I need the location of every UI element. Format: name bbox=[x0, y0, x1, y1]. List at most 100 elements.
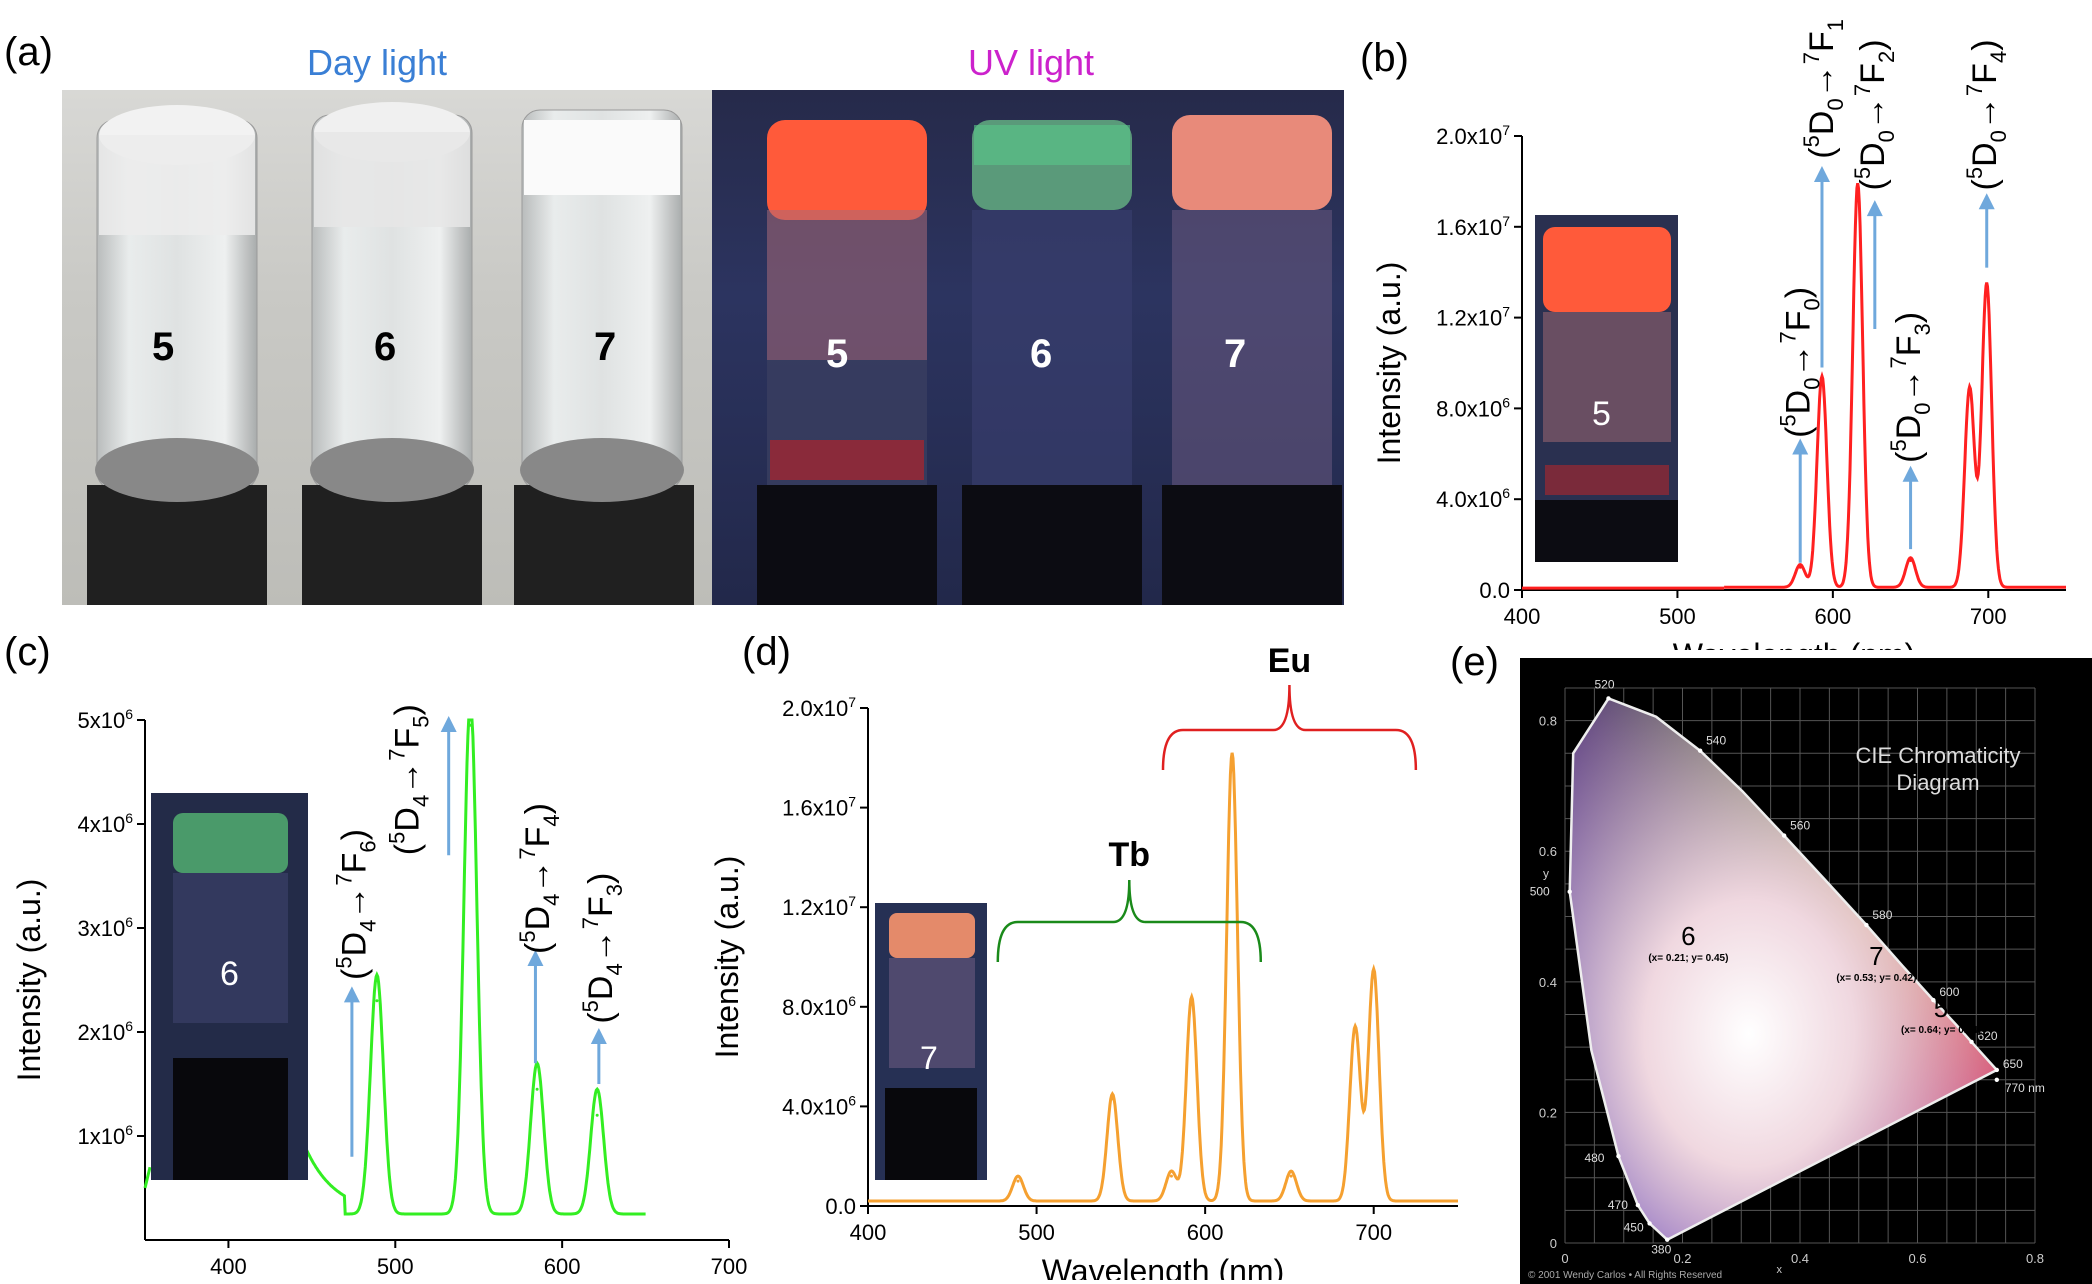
uv-vial-6-label: 6 bbox=[1030, 332, 1053, 376]
y-tick-label: 1.6x107 bbox=[782, 794, 856, 821]
panel-e-label: (e) bbox=[1450, 640, 1499, 684]
uv-light-photo bbox=[712, 90, 1344, 605]
panel-b-label: (b) bbox=[1360, 36, 1409, 80]
cie-y-tick: 0.4 bbox=[1539, 975, 1557, 990]
annotation-7F6: (5D4→7F6) bbox=[331, 829, 380, 980]
panel-d-inset-photo bbox=[875, 903, 987, 1180]
svg-text:(5D4→7F4): (5D4→7F4) bbox=[515, 803, 564, 954]
annotation-7F0: (5D0→7F0) bbox=[1776, 287, 1825, 438]
panel-b-inset-photo bbox=[1535, 215, 1678, 562]
annotation-7F3: (5D4→7F3) bbox=[578, 873, 627, 1024]
vial-6-uv bbox=[962, 120, 1142, 605]
cie-wavelength-label: 600 bbox=[1939, 985, 1959, 999]
uv-vial-5-label: 5 bbox=[826, 332, 849, 376]
panel-c-inset-label: 6 bbox=[220, 955, 239, 993]
cie-y-tick: 0.8 bbox=[1539, 714, 1557, 729]
spectrum-line bbox=[868, 752, 1458, 1203]
day-vial-7-label: 7 bbox=[594, 325, 617, 369]
annotation-7F4: (5D4→7F4) bbox=[515, 803, 564, 954]
vial-7-day bbox=[514, 109, 694, 605]
cie-y-tick: 0 bbox=[1550, 1236, 1557, 1251]
x-tick-label: 500 bbox=[377, 1254, 414, 1279]
x-tick-label: 700 bbox=[1355, 1220, 1392, 1245]
panel-d-label: (d) bbox=[742, 630, 791, 674]
annotation-arrowhead bbox=[343, 986, 360, 1003]
spectrum-line bbox=[293, 718, 646, 1216]
vial-7-uv bbox=[1162, 115, 1342, 605]
peak-point bbox=[1909, 558, 1913, 562]
uv-light-vials bbox=[757, 115, 1342, 605]
cie-wavelength-dot bbox=[1994, 1067, 2000, 1073]
y-tick-label: 3x106 bbox=[77, 914, 133, 941]
y-tick-label: 1.2x107 bbox=[782, 893, 856, 920]
y-tick-label: 4.0x106 bbox=[1436, 485, 1510, 512]
annotation-arrowhead bbox=[1902, 465, 1919, 482]
peak-point bbox=[1968, 388, 1972, 392]
peak-point bbox=[1372, 972, 1376, 976]
cie-y-tick: 0.2 bbox=[1539, 1105, 1557, 1120]
y-tick-label: 8.0x106 bbox=[782, 993, 856, 1020]
peak-point bbox=[375, 999, 379, 1003]
cie-y-label: y bbox=[1543, 866, 1549, 880]
y-tick-label: 1x106 bbox=[77, 1122, 133, 1149]
uv-vial-7-label: 7 bbox=[1224, 332, 1247, 376]
x-tick-label: 400 bbox=[1504, 604, 1541, 629]
cie-point-coords: (x= 0.21; y= 0.45) bbox=[1648, 953, 1728, 964]
panel-b-inset-label: 5 bbox=[1592, 395, 1611, 433]
cie-wavelength-label: 470 bbox=[1608, 1198, 1628, 1212]
spectrum-line bbox=[1724, 182, 2066, 589]
annotation-arrowhead bbox=[590, 1028, 607, 1044]
svg-text:(5D4→7F6): (5D4→7F6) bbox=[331, 829, 380, 980]
panel-c-label: (c) bbox=[4, 630, 51, 674]
peak-point bbox=[1856, 184, 1860, 188]
peak-point bbox=[1190, 1000, 1194, 1004]
day-light-title: Day light bbox=[307, 42, 448, 83]
cie-wavelength-label: 450 bbox=[1624, 1220, 1644, 1234]
y-axis-label: Intensity (a.u.) bbox=[11, 879, 47, 1082]
cie-wavelength-label: 650 bbox=[2003, 1057, 2023, 1071]
cie-x-tick: 0.4 bbox=[1791, 1251, 1809, 1266]
cie-wavelength-label: 580 bbox=[1872, 908, 1892, 922]
peak-point bbox=[1820, 377, 1824, 381]
cie-x-label: x bbox=[1777, 1264, 1783, 1276]
cie-x-tick: 0.2 bbox=[1673, 1251, 1691, 1266]
annotation-7F3: (5D0→7F3) bbox=[1886, 312, 1935, 463]
cie-y-tick: 0.6 bbox=[1539, 844, 1557, 859]
day-light-vials bbox=[87, 102, 694, 605]
x-tick-label: 600 bbox=[544, 1254, 581, 1279]
day-vial-5-label: 5 bbox=[152, 325, 175, 369]
x-tick-label: 500 bbox=[1018, 1220, 1055, 1245]
panel-c-inset-photo bbox=[151, 793, 308, 1180]
panel-d-inset-label: 7 bbox=[920, 1040, 938, 1076]
peak-point bbox=[1289, 1174, 1293, 1178]
chart-b: 400 500 600 700 0.0 4.0x106 8.0x106 1.2x107 1.6x… bbox=[1371, 20, 2066, 650]
annotation-arrowhead bbox=[527, 950, 544, 966]
peak-point bbox=[1985, 284, 1989, 288]
cie-wavelength-label: 380 bbox=[1651, 1243, 1671, 1257]
svg-text:(5D4→7F3): (5D4→7F3) bbox=[578, 873, 627, 1024]
cie-wavelength-label: 770 nm bbox=[2005, 1081, 2045, 1095]
annotation-arrowhead bbox=[1978, 193, 1995, 210]
y-tick-label: 5x106 bbox=[77, 706, 133, 733]
cie-wavelength-dot bbox=[1931, 997, 1936, 1003]
x-tick-label: 400 bbox=[210, 1254, 247, 1279]
y-tick-label: 4x106 bbox=[77, 810, 133, 837]
annotation-arrowhead bbox=[1813, 166, 1830, 183]
y-axis-label: Intensity (a.u.) bbox=[709, 856, 745, 1059]
cie-copyright: © 2001 Wendy Carlos • All Rights Reserve… bbox=[1528, 1270, 1722, 1281]
cie-wavelength-dot bbox=[1665, 1237, 1670, 1242]
cie-wavelength-dot bbox=[1969, 1039, 1974, 1045]
y-tick-label: 0.0 bbox=[825, 1194, 856, 1219]
peak-point bbox=[1016, 1179, 1020, 1183]
cie-x-tick: 0.8 bbox=[2026, 1251, 2044, 1266]
cie-point-5: 5 bbox=[1934, 993, 1948, 1023]
eu-label: Eu bbox=[1268, 642, 1311, 680]
cie-wavelength-label: 500 bbox=[1530, 885, 1550, 899]
peak-point bbox=[595, 1113, 599, 1117]
vial-6-day bbox=[302, 102, 482, 605]
peak-point bbox=[535, 1087, 539, 1091]
annotation-7F1: (5D0→7F1) bbox=[1799, 20, 1848, 159]
day-vial-6-label: 6 bbox=[374, 325, 397, 369]
cie-wavelength-label: 620 bbox=[1978, 1029, 1998, 1043]
svg-text:(5D0→7F2): (5D0→7F2) bbox=[1850, 39, 1899, 190]
